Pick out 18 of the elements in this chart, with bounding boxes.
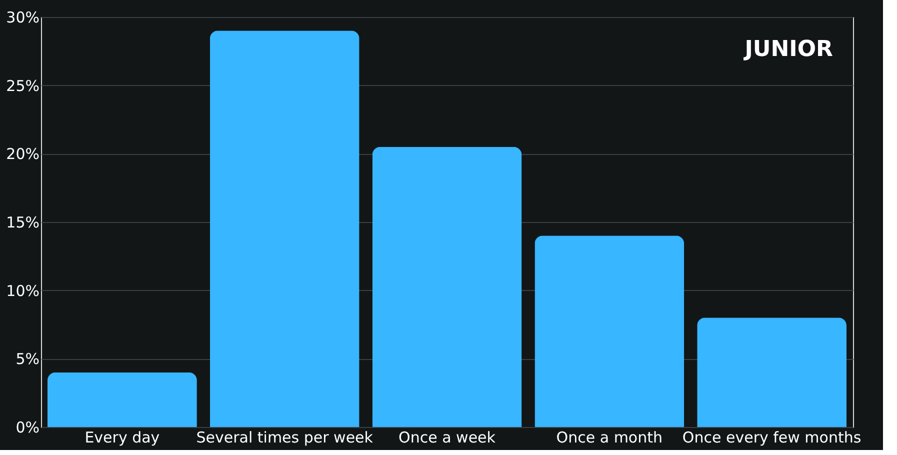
x-tick-label: Once every few months [682, 428, 862, 446]
y-tick-label: 25% [6, 76, 40, 95]
y-tick-label: 20% [6, 145, 40, 164]
bar [210, 30, 360, 427]
x-tick-label: Once a week [398, 428, 496, 446]
y-tick-label: 10% [6, 282, 40, 300]
bar [47, 372, 197, 427]
y-tick-label: 30% [6, 8, 40, 26]
x-tick-label: Once a month [556, 428, 662, 446]
y-tick-label: 15% [6, 214, 40, 232]
bar [697, 318, 847, 427]
x-tick-label: Several times per week [196, 428, 374, 446]
y-tick-label: 5% [16, 350, 40, 368]
x-tick-label: Every day [84, 428, 160, 446]
text: JUNIOR [742, 37, 834, 62]
bar [534, 236, 684, 427]
y-tick-label: 0% [16, 418, 40, 436]
bar [372, 146, 522, 427]
